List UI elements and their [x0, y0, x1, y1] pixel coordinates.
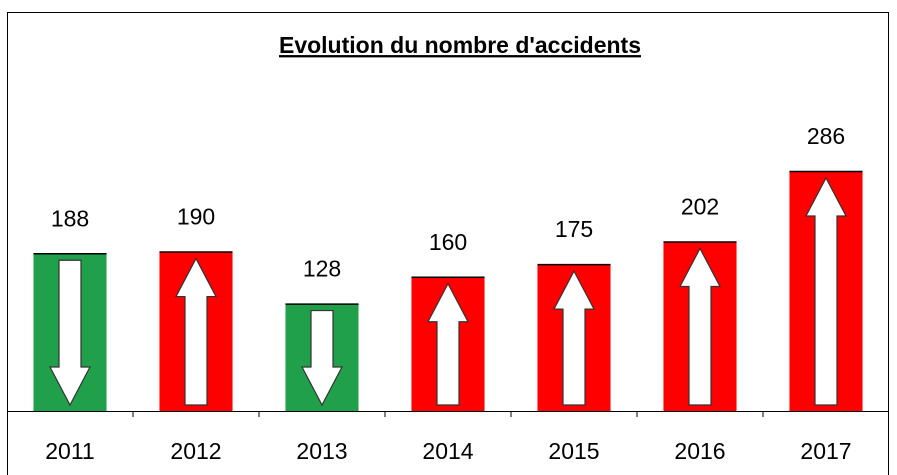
value-label: 175	[555, 216, 593, 242]
arrow	[553, 269, 595, 406]
value-label: 286	[807, 123, 845, 149]
arrow	[175, 257, 217, 406]
x-tick-label: 2012	[170, 438, 221, 464]
x-tick-label: 2014	[422, 438, 473, 464]
x-tick-label: 2011	[45, 438, 94, 464]
value-label: 188	[51, 205, 89, 231]
value-label: 202	[681, 194, 719, 220]
x-tick-label: 2015	[548, 438, 599, 464]
arrow	[679, 247, 721, 406]
arrow	[427, 282, 469, 406]
chart-title: Evolution du nombre d'accidents	[279, 32, 641, 58]
arrow	[805, 176, 847, 406]
value-label: 190	[177, 204, 215, 230]
x-tick-label: 2013	[296, 438, 347, 464]
x-tick-label: 2016	[674, 438, 725, 464]
value-label: 160	[429, 229, 467, 255]
arrow	[49, 259, 91, 407]
value-label: 128	[303, 256, 341, 282]
x-tick-label: 2017	[800, 438, 851, 464]
arrow	[301, 309, 343, 407]
